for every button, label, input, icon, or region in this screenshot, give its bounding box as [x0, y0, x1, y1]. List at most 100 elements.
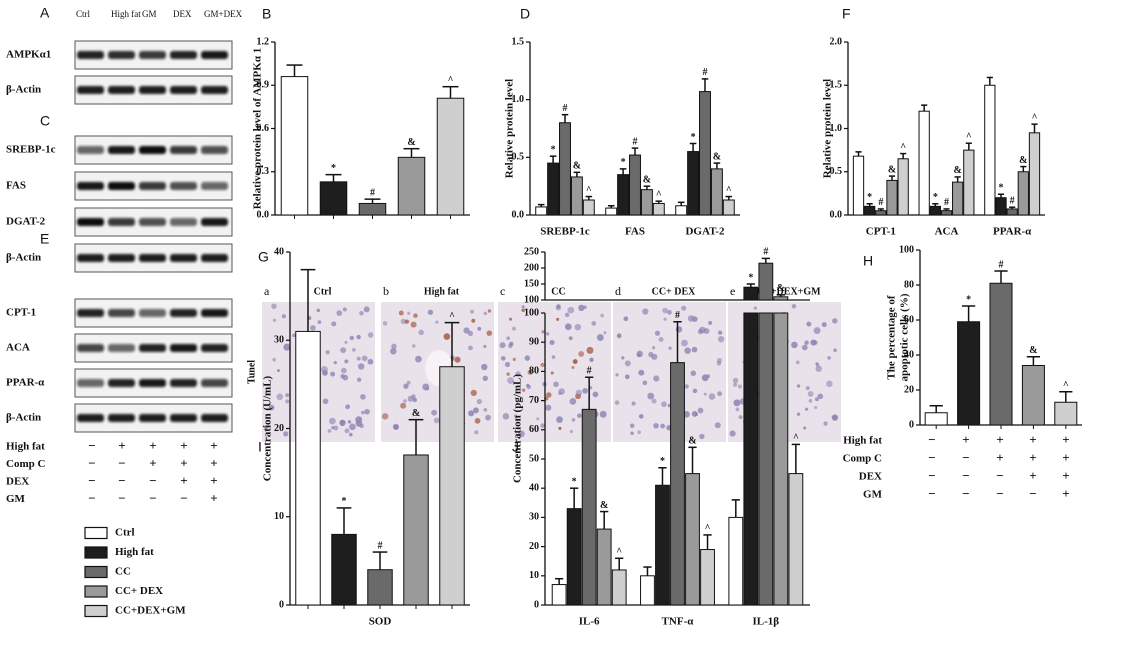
cell-nucleus [474, 417, 481, 424]
cell-nucleus [796, 384, 801, 388]
bar [710, 168, 723, 216]
x-tick-label: SOD [369, 616, 392, 628]
treatment-name: DEX [6, 476, 29, 488]
x-tick-label: IL-1β [753, 616, 780, 628]
tunel-image [613, 302, 726, 442]
treatment-sign: − [118, 473, 125, 488]
cell-nucleus [425, 387, 430, 391]
cell-nucleus [367, 332, 374, 338]
y-tick-label: 40 [529, 482, 539, 493]
cell-nucleus [433, 417, 440, 424]
bar [699, 91, 711, 216]
cell-nucleus [317, 320, 322, 325]
significance-mark: * [342, 496, 347, 507]
cell-nucleus [476, 398, 482, 405]
cell-nucleus [675, 326, 683, 333]
cell-nucleus [826, 380, 833, 388]
cell-nucleus [521, 308, 526, 313]
significance-mark: ^ [616, 547, 622, 558]
blot-band [77, 344, 104, 352]
significance-mark: & [688, 436, 696, 447]
significance-mark: ^ [1032, 112, 1038, 123]
blot-band [201, 218, 228, 226]
blot-band [77, 86, 104, 94]
bar [652, 202, 665, 216]
cell-nucleus [511, 326, 516, 331]
y-tick-label: 250 [524, 246, 539, 257]
treatment-sign: + [180, 438, 187, 453]
significance-mark: # [878, 197, 883, 208]
bar [852, 155, 865, 216]
significance-mark: & [888, 164, 896, 175]
significance-mark: ^ [900, 142, 906, 153]
panel-letter: J [512, 439, 519, 455]
bar [436, 97, 465, 216]
blot-band [170, 309, 197, 317]
cell-nucleus [508, 343, 513, 349]
significance-mark: & [643, 174, 651, 185]
legend-swatch [84, 526, 108, 540]
cell-nucleus [344, 428, 350, 434]
cell-nucleus [718, 330, 723, 335]
lane-label: GM [142, 9, 157, 19]
blot-band [108, 86, 135, 94]
blot-band [201, 379, 228, 387]
blot-band [77, 414, 104, 422]
cell-nucleus [616, 333, 622, 339]
cell-nucleus [827, 355, 832, 360]
significance-mark: * [551, 144, 556, 155]
cell-nucleus [320, 365, 328, 373]
cell-nucleus [482, 375, 488, 381]
y-axis-label: Relative protein level of AMPKα 1 [252, 48, 264, 209]
cell-nucleus [697, 407, 704, 414]
cell-nucleus [333, 425, 339, 431]
treatment-sign: − [928, 450, 935, 465]
bar [596, 528, 612, 606]
blot-row-label: β-Actin [6, 252, 41, 264]
treatment-sign: − [1029, 486, 1036, 501]
cell-nucleus [364, 408, 370, 415]
cell-nucleus [556, 317, 560, 321]
cell-nucleus [814, 405, 818, 410]
cell-nucleus [708, 393, 716, 400]
y-tick-label: 50 [529, 453, 539, 464]
y-tick-label: 90 [529, 336, 539, 347]
cell-nucleus [481, 363, 488, 371]
x-tick-label: TNF-α [662, 616, 695, 628]
cell-nucleus [331, 321, 337, 327]
tunel-letter: a [264, 284, 270, 298]
tunel-title: CC+ DEX [652, 286, 697, 297]
cell-nucleus [810, 339, 817, 346]
y-tick-label: 80 [529, 366, 539, 377]
legend-label: CC+ DEX [115, 585, 163, 597]
significance-mark: * [660, 456, 665, 467]
y-tick-label: 0.5 [830, 166, 843, 177]
blot-row-label: SREBP-1c [6, 144, 56, 156]
blot-band [201, 51, 228, 59]
cell-nucleus [549, 339, 555, 346]
cell-nucleus [467, 345, 473, 351]
significance-mark: ^ [448, 75, 454, 86]
treatment-sign: + [996, 450, 1003, 465]
blot-row-label: AMPKα1 [6, 49, 51, 61]
cell-nucleus [572, 359, 578, 365]
significance-mark: # [370, 187, 375, 198]
bar [886, 179, 898, 216]
cell-nucleus [427, 309, 434, 315]
cell-nucleus [363, 306, 370, 313]
cell-nucleus [329, 417, 336, 425]
cell-nucleus [483, 407, 488, 412]
treatment-sign: − [149, 490, 156, 505]
bar [788, 473, 804, 606]
significance-mark: ^ [586, 185, 592, 196]
treatment-sign: − [118, 455, 125, 470]
bar [629, 154, 641, 216]
blot-band [108, 146, 135, 154]
cell-nucleus [546, 332, 550, 336]
blot-row-label: β-Actin [6, 84, 41, 96]
cell-nucleus [592, 391, 599, 398]
bar [280, 76, 309, 216]
cell-nucleus [551, 355, 556, 359]
blot-band [201, 86, 228, 94]
